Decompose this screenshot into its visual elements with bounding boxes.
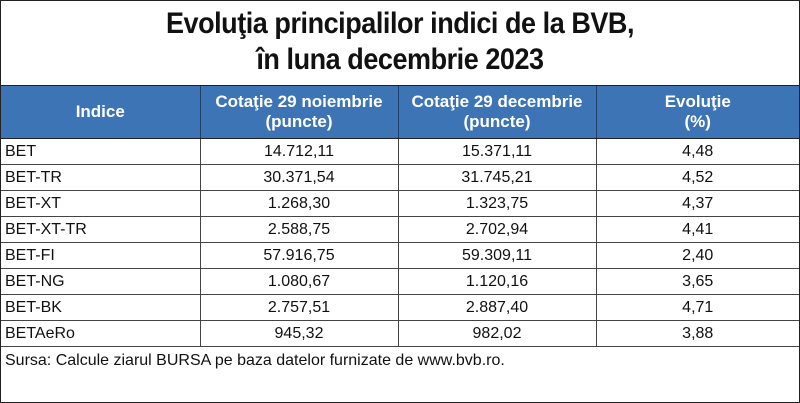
cell-quote-nov: 2.588,75 <box>200 216 399 243</box>
cell-quote-dec: 15.371,11 <box>398 138 597 165</box>
cell-index-name: BET-XT <box>1 190 201 217</box>
header-evolution-unit: (%) <box>684 112 711 131</box>
source-note: Sursa: Calcule ziarul BURSA pe baza date… <box>5 352 505 369</box>
title-line-1: Evoluţia principalilor indici de la BVB, <box>165 7 635 40</box>
table-row: BET-BK 2.757,51 2.887,40 4,71 <box>1 294 799 321</box>
cell-quote-nov: 1.080,67 <box>200 268 399 295</box>
cell-index-name: BET <box>1 138 201 165</box>
index-table: Indice Cotaţie 29 noiembrie (puncte) Cot… <box>1 86 799 375</box>
cell-quote-dec: 2.702,94 <box>398 216 597 243</box>
cell-quote-nov: 14.712,11 <box>200 138 399 165</box>
cell-evolution: 4,48 <box>596 138 799 165</box>
cell-quote-dec: 1.323,75 <box>398 190 597 217</box>
cell-evolution: 4,41 <box>596 216 799 243</box>
table-row: BETAeRo 945,32 982,02 3,88 <box>1 320 799 347</box>
cell-quote-dec: 1.120,16 <box>398 268 597 295</box>
table-row: BET-XT 1.268,30 1.323,75 4,37 <box>1 190 799 217</box>
header-quote-dec-label: Cotaţie 29 decembrie <box>411 92 583 111</box>
header-indice: Indice <box>1 86 201 139</box>
header-quote-nov-label: Cotaţie 29 noiembrie <box>215 92 383 111</box>
cell-index-name: BET-TR <box>1 164 201 191</box>
cell-quote-dec: 982,02 <box>398 320 597 347</box>
cell-index-name: BET-BK <box>1 294 201 321</box>
source-row: Sursa: Calcule ziarul BURSA pe baza date… <box>1 347 799 376</box>
title-line-2: în luna decembrie 2023 <box>256 43 544 76</box>
header-indice-label: Indice <box>75 102 125 121</box>
table-row: BET-FI 57.916,75 59.309,11 2,40 <box>1 242 799 269</box>
header-evolution-label: Evoluţie <box>664 92 731 111</box>
cell-evolution: 4,52 <box>596 164 799 191</box>
cell-quote-nov: 945,32 <box>200 320 399 347</box>
cell-evolution: 3,88 <box>596 320 799 347</box>
cell-quote-nov: 1.268,30 <box>200 190 399 217</box>
header-quote-nov: Cotaţie 29 noiembrie (puncte) <box>200 86 399 139</box>
title-box: Evoluţia principalilor indici de la BVB,… <box>1 1 799 86</box>
cell-evolution: 2,40 <box>596 242 799 269</box>
cell-index-name: BETAeRo <box>1 320 201 347</box>
header-quote-dec-unit: (puncte) <box>463 112 531 131</box>
table-row: BET-TR 30.371,54 31.745,21 4,52 <box>1 164 799 191</box>
header-evolution: Evoluţie (%) <box>596 86 799 139</box>
cell-quote-nov: 30.371,54 <box>200 164 399 191</box>
header-quote-dec: Cotaţie 29 decembrie (puncte) <box>398 86 597 139</box>
cell-evolution: 4,71 <box>596 294 799 321</box>
cell-quote-nov: 2.757,51 <box>200 294 399 321</box>
table-row: BET-XT-TR 2.588,75 2.702,94 4,41 <box>1 216 799 243</box>
table-row: BET 14.712,11 15.371,11 4,48 <box>1 138 799 165</box>
cell-quote-nov: 57.916,75 <box>200 242 399 269</box>
cell-index-name: BET-XT-TR <box>1 216 201 243</box>
cell-evolution: 3,65 <box>596 268 799 295</box>
header-quote-nov-unit: (puncte) <box>265 112 333 131</box>
cell-quote-dec: 59.309,11 <box>398 242 597 269</box>
cell-quote-dec: 2.887,40 <box>398 294 597 321</box>
cell-evolution: 4,37 <box>596 190 799 217</box>
cell-index-name: BET-NG <box>1 268 201 295</box>
table-row: BET-NG 1.080,67 1.120,16 3,65 <box>1 268 799 295</box>
cell-index-name: BET-FI <box>1 242 201 269</box>
cell-quote-dec: 31.745,21 <box>398 164 597 191</box>
table-header-row: Indice Cotaţie 29 noiembrie (puncte) Cot… <box>1 86 799 139</box>
